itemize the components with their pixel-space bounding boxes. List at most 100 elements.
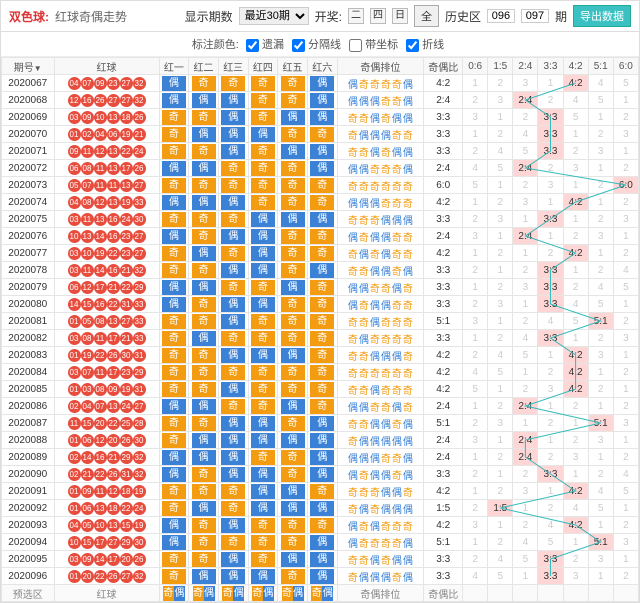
even-tag: 偶 — [221, 195, 245, 210]
pattern-cell: 奇奇奇奇奇奇 — [337, 177, 424, 194]
oe-cell: 奇 — [248, 313, 278, 330]
red-ball: 11 — [107, 179, 120, 192]
oe-cell: 奇 — [248, 279, 278, 296]
table-row: 2020067040709232732偶奇奇奇奇偶偶奇奇奇奇偶4:212314:… — [2, 75, 639, 92]
col-balls: 红球 — [54, 58, 159, 75]
chart-cell: 2 — [588, 126, 613, 143]
chart-cell: 1 — [538, 347, 563, 364]
day-sun[interactable]: 日 — [392, 8, 408, 24]
table-container: 期号▼红球红一红二红三红四红五红六奇偶排位奇偶比0:61:52:43:34:25… — [1, 57, 639, 602]
oe-cell: 奇 — [159, 364, 189, 381]
opt-band[interactable]: 带坐标 — [349, 39, 398, 51]
oe-cell: 奇 — [159, 262, 189, 279]
oe-cell: 奇 — [248, 92, 278, 109]
all-button[interactable]: 全 — [414, 5, 439, 27]
export-button[interactable]: 导出数据 — [573, 5, 631, 27]
oe-cell: 偶 — [248, 296, 278, 313]
red-ball: 27 — [120, 77, 133, 90]
even-tag: 偶 — [310, 76, 334, 91]
chart-cell: 2 — [463, 262, 488, 279]
chart-cell: 2 — [563, 143, 588, 160]
chart-cell: 1 — [463, 75, 488, 92]
odd-tag: 奇 — [310, 365, 334, 380]
chart-cell: 2 — [538, 160, 563, 177]
oe-cell: 偶 — [218, 517, 248, 534]
chart-cell: 5 — [463, 177, 488, 194]
red-ball: 32 — [133, 451, 146, 464]
ball-cell: 030914172026 — [54, 551, 159, 568]
col-ratio-3: 3:3 — [538, 58, 563, 75]
chart-cell: 3 — [513, 194, 538, 211]
chart-cell: 1 — [613, 381, 638, 398]
odd-tag: 奇 — [162, 552, 186, 567]
oe-cell: 奇 — [159, 551, 189, 568]
pattern-cell: 偶奇奇奇奇偶 — [337, 534, 424, 551]
chart-cell: 1 — [588, 568, 613, 585]
chart-cell: 2 — [563, 228, 588, 245]
oe-cell: 奇 — [189, 177, 219, 194]
even-tag: 偶 — [162, 280, 186, 295]
red-ball: 25 — [120, 417, 133, 430]
odd-tag: 奇 — [281, 450, 305, 465]
red-ball: 02 — [68, 468, 81, 481]
oe-cell: 偶 — [278, 398, 308, 415]
chart-cell: 2 — [613, 568, 638, 585]
oe-cell: 偶 — [159, 279, 189, 296]
red-ball: 11 — [94, 332, 107, 345]
chart-cell: 3 — [563, 449, 588, 466]
opt-line[interactable]: 折线 — [406, 39, 444, 51]
odd-tag: 奇 — [310, 331, 334, 346]
red-ball: 04 — [94, 128, 107, 141]
day-thu[interactable]: 四 — [370, 8, 386, 24]
chart-cell: 2 — [613, 398, 638, 415]
oe-cell: 偶 — [159, 228, 189, 245]
chart-cell: 2 — [588, 177, 613, 194]
even-tag: 偶 — [251, 297, 275, 312]
chart-cell: 1 — [513, 568, 538, 585]
oe-cell: 奇 — [159, 245, 189, 262]
table-row: 2020091010911121819奇奇奇偶偶奇奇奇奇偶偶奇4:212314:… — [2, 483, 639, 500]
period-select[interactable]: 最近30期 — [239, 7, 309, 25]
ratio-cell: 2:4 — [424, 449, 463, 466]
odd-tag: 奇 — [310, 484, 334, 499]
period-id: 2020089 — [2, 449, 55, 466]
ratio-cell: 3:3 — [424, 262, 463, 279]
oe-cell: 奇 — [218, 211, 248, 228]
red-ball: 14 — [94, 264, 107, 277]
oe-cell: 奇 — [307, 517, 337, 534]
oe-cell: 偶 — [189, 126, 219, 143]
red-ball: 13 — [94, 213, 107, 226]
chart-cell: 2 — [588, 262, 613, 279]
chart-cell: 1 — [488, 466, 513, 483]
day-tue[interactable]: 二 — [348, 8, 364, 24]
odd-tag: 奇 — [162, 382, 186, 397]
chart-cell: 4 — [488, 347, 513, 364]
red-ball: 30 — [133, 213, 146, 226]
red-ball: 13 — [107, 145, 120, 158]
chart-cell: 1 — [538, 398, 563, 415]
opt-miss[interactable]: 遗漏 — [246, 39, 284, 51]
even-tag: 偶 — [310, 161, 334, 176]
even-tag: 偶 — [281, 501, 305, 516]
opt-div[interactable]: 分隔线 — [292, 39, 341, 51]
even-tag: 偶 — [251, 501, 275, 516]
hist-to-input[interactable] — [521, 9, 549, 23]
even-tag: 偶 — [192, 569, 216, 584]
even-tag: 偶 — [221, 110, 245, 125]
oe-cell: 偶 — [278, 551, 308, 568]
red-ball: 01 — [68, 434, 81, 447]
even-tag: 偶 — [310, 535, 334, 550]
chart-cell: 4 — [513, 330, 538, 347]
chart-cell: 1 — [588, 245, 613, 262]
oe-cell: 奇 — [248, 449, 278, 466]
red-ball: 30 — [133, 434, 146, 447]
ball-cell: 101314162327 — [54, 228, 159, 245]
chart-cell: 1 — [463, 398, 488, 415]
odd-tag: 奇 — [281, 178, 305, 193]
ball-cell: 021416212932 — [54, 449, 159, 466]
red-ball: 26 — [133, 162, 146, 175]
hist-from-input[interactable] — [487, 9, 515, 23]
red-ball: 27 — [120, 570, 133, 583]
oe-cell: 奇 — [307, 279, 337, 296]
red-ball: 11 — [94, 162, 107, 175]
